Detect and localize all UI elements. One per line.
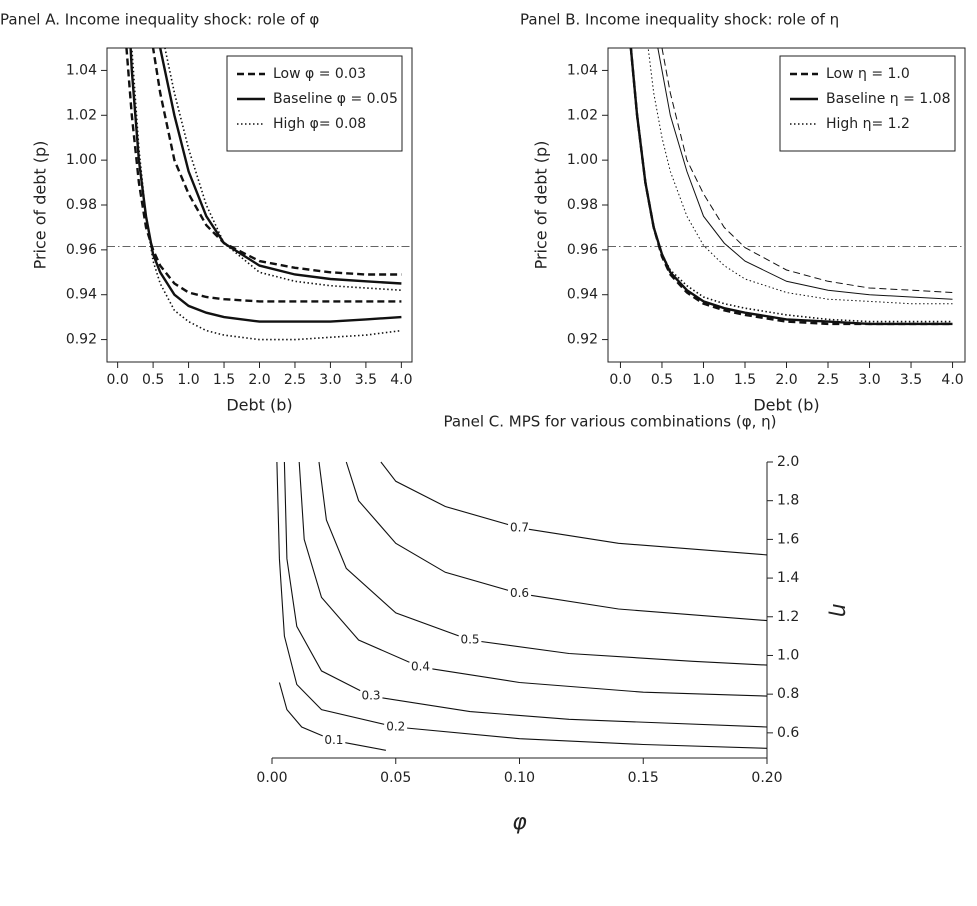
contour-label: 0.1 [324,733,343,747]
series-line [661,48,953,293]
series-line [164,48,402,291]
x-tick-label: 0.10 [504,770,535,786]
y-tick-label: 0.96 [66,242,97,258]
x-tick-label: 4.0 [390,372,412,388]
x-axis-label: Debt (b) [753,396,819,415]
legend-label: Low φ = 0.03 [273,66,366,82]
y-axis-label: Price of debt (p) [532,141,551,270]
series-line [647,48,953,305]
legend-box [779,55,956,152]
x-tick-label: 0.0 [107,372,129,388]
y-axis-label: Price of debt (p) [31,141,50,270]
y-tick-label: 1.04 [66,62,97,78]
y-tick-label: 1.02 [66,107,97,123]
y-tick-label: 0.94 [66,287,97,303]
y-tick-label: 0.98 [567,197,598,213]
x-tick-label: 4.0 [941,372,963,388]
y-tick-label: 1.04 [567,62,598,78]
y-tick-label: 0.96 [567,242,598,258]
x-tick-label: 1.0 [177,372,199,388]
x-tick-label: 1.5 [734,372,756,388]
x-tick-label: 0.0 [609,372,631,388]
y-tick-label: 1.8 [777,493,799,509]
x-tick-label: 2.5 [284,372,306,388]
y-tick-label: 0.92 [567,332,598,348]
series-line [630,48,953,323]
y-tick-label: 0.6 [777,725,799,741]
x-tick-label: 0.15 [628,770,659,786]
y-tick-label: 1.0 [777,647,799,663]
contour-line [318,461,768,666]
y-tick-label: 0.92 [66,332,97,348]
y-axis-label: η [827,603,852,617]
legend-label: High φ= 0.08 [273,116,366,132]
x-tick-label: 3.0 [858,372,880,388]
contour-label: 0.5 [460,632,479,646]
contour-label: 0.7 [510,520,529,534]
x-tick-label: 3.0 [319,372,341,388]
y-tick-label: 0.94 [567,287,598,303]
x-tick-label: 3.5 [355,372,377,388]
legend-label: Baseline η = 1.08 [826,91,950,107]
contour-line [345,461,768,622]
series-line [151,48,402,276]
x-tick-label: 2.5 [817,372,839,388]
x-tick-label: 2.0 [248,372,270,388]
contour-label: 0.3 [361,689,380,703]
legend-label: Low η = 1.0 [826,66,910,82]
contour-line [298,461,768,697]
contour-label: 0.2 [386,720,405,734]
y-tick-label: 1.02 [567,107,598,123]
y-tick-label: 0.8 [777,686,799,702]
x-tick-label: 0.05 [380,770,411,786]
x-tick-label: 3.5 [900,372,922,388]
contour-label: 0.6 [510,586,529,600]
x-axis-label: Debt (b) [226,396,292,415]
x-tick-label: 1.0 [692,372,714,388]
x-tick-label: 2.0 [775,372,797,388]
legend-label: Baseline φ = 0.05 [273,91,398,107]
y-tick-label: 1.00 [66,152,97,168]
x-tick-label: 0.5 [651,372,673,388]
panel-title: Panel B. Income inequality shock: role o… [520,11,839,29]
legend-label: High η= 1.2 [826,116,910,132]
x-tick-label: 0.00 [256,770,287,786]
contour-line [276,461,768,749]
x-tick-label: 0.20 [751,770,782,786]
y-tick-label: 1.6 [777,531,799,547]
y-tick-label: 2.0 [777,454,799,470]
panel-title: Panel A. Income inequality shock: role o… [0,11,319,29]
x-tick-label: 0.5 [142,372,164,388]
y-tick-label: 1.2 [777,609,799,625]
curves [629,48,953,326]
y-tick-label: 0.98 [66,197,97,213]
y-tick-label: 1.4 [777,570,799,586]
y-tick-label: 1.00 [567,152,598,168]
contour-line [380,461,768,556]
legend-box [226,55,403,152]
contour-label: 0.4 [411,660,430,674]
x-tick-label: 1.5 [213,372,235,388]
contour-line [278,682,387,751]
series-line [130,48,402,341]
curves [125,48,402,341]
series-line [657,48,953,300]
panel-title: Panel C. MPS for various combinations (φ… [444,413,777,431]
contour-line [283,461,768,728]
x-axis-label: φ [512,810,527,835]
